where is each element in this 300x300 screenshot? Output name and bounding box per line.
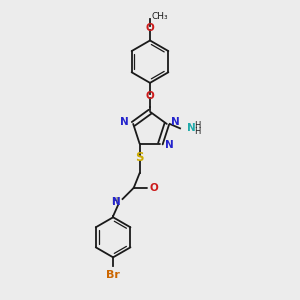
- Text: H: H: [194, 127, 200, 136]
- Text: N: N: [188, 123, 196, 133]
- Text: N: N: [165, 140, 174, 150]
- Text: O: O: [146, 23, 154, 33]
- Text: H: H: [194, 122, 200, 130]
- Text: S: S: [135, 151, 144, 164]
- Text: Br: Br: [106, 270, 120, 280]
- Text: N: N: [171, 118, 180, 128]
- Text: H: H: [111, 197, 117, 206]
- Text: N: N: [120, 118, 129, 128]
- Text: O: O: [146, 91, 154, 101]
- Text: O: O: [150, 183, 159, 193]
- Text: N: N: [112, 197, 121, 207]
- Text: CH₃: CH₃: [152, 12, 168, 21]
